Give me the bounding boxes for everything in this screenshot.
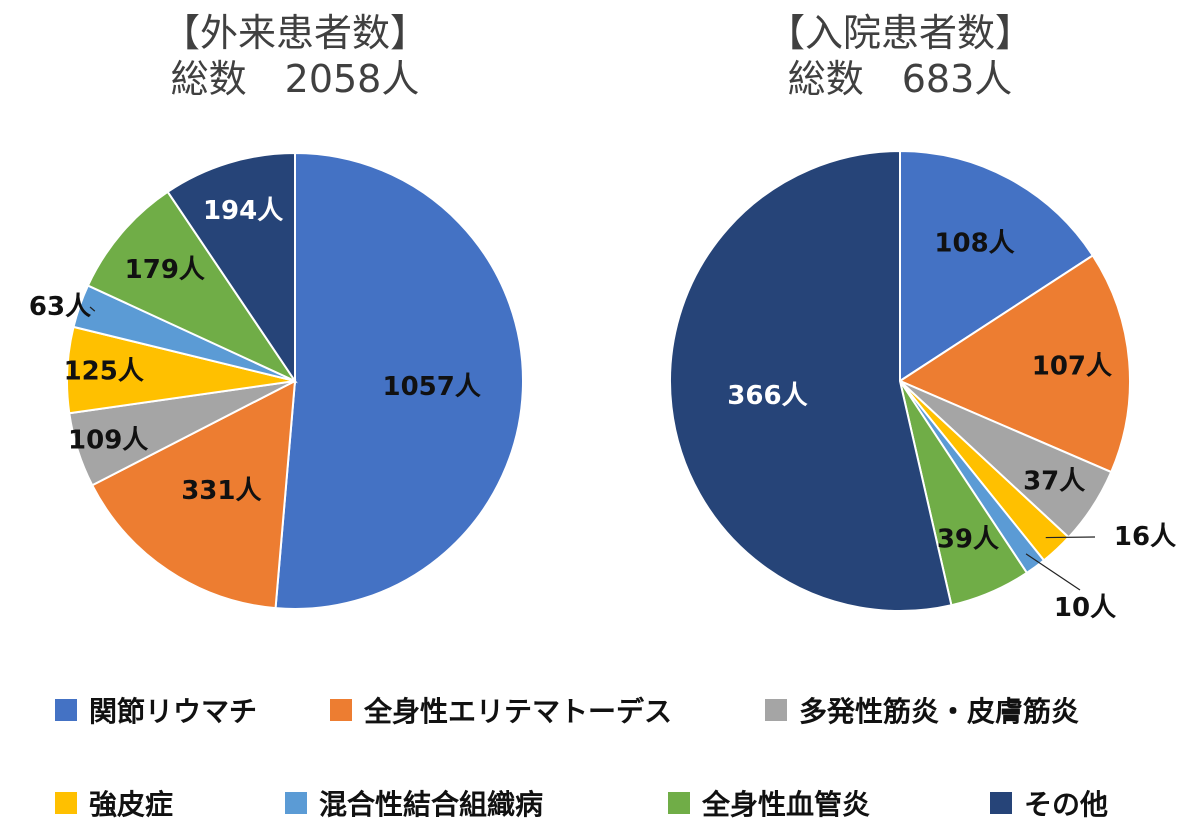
outpatient-total: 総数 2058人	[170, 57, 420, 101]
inpatient-label-sle: 107人	[1032, 351, 1112, 381]
outpatient-label-mctd: 63人	[29, 292, 91, 322]
inpatient-label-vasculitis: 39人	[937, 525, 999, 555]
inpatient-slice-sle	[897, 254, 1131, 474]
inpatient-total: 総数 683人	[787, 57, 1013, 101]
outpatient-slice-ra	[274, 151, 524, 610]
inpatient-leader-mctd	[1025, 553, 1081, 591]
chart-title-inpatient: 【入院患者数】 総数 683人	[700, 10, 1100, 102]
outpatient-leader-mctd	[89, 306, 96, 312]
chart-title-outpatient: 【外来患者数】 総数 2058人	[95, 10, 495, 102]
outpatient-title: 【外来患者数】	[161, 11, 428, 55]
outpatient-label-sle: 331人	[181, 476, 261, 506]
inpatient-label-ssc: 16人	[1114, 522, 1176, 552]
outpatient-slice-other	[166, 151, 296, 385]
outpatient-slice-sle	[90, 379, 297, 610]
outpatient-label-ssc: 125人	[64, 357, 144, 387]
inpatient-label-ra: 108人	[934, 229, 1014, 259]
inpatient-label-pm-dm: 37人	[1023, 466, 1085, 496]
outpatient-label-pm-dm: 109人	[68, 426, 148, 456]
inpatient-label-mctd: 10人	[1054, 593, 1116, 623]
inpatient-slice-ra	[899, 149, 1095, 383]
inpatient-label-other: 366人	[727, 381, 807, 411]
outpatient-slice-vasculitis	[86, 190, 298, 384]
outpatient-label-vasculitis: 179人	[125, 255, 205, 285]
inpatient-slice-other	[669, 149, 953, 612]
outpatient-label-ra: 1057人	[382, 372, 480, 402]
inpatient-title: 【入院患者数】	[766, 11, 1033, 55]
inpatient-leader-ssc	[1045, 536, 1096, 539]
outpatient-label-other: 194人	[203, 196, 283, 226]
